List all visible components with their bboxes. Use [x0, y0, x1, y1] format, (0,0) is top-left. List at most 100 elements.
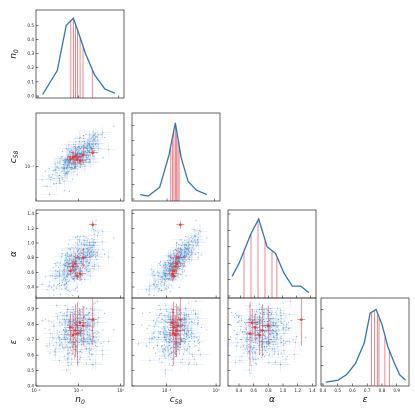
scatter-point	[181, 254, 183, 256]
scatter-point	[170, 323, 172, 325]
scatter-point	[166, 333, 168, 335]
scatter-point	[146, 327, 148, 329]
scatter-point	[176, 333, 178, 335]
scatter-point	[178, 261, 180, 263]
scatter-point	[155, 323, 157, 325]
scatter-point	[248, 352, 250, 354]
scatter-point	[196, 243, 198, 245]
highlight-point-3	[172, 332, 176, 335]
scatter-point	[229, 336, 232, 338]
scatter-point	[84, 329, 86, 331]
scatter-point	[170, 258, 172, 260]
scatter-point	[146, 289, 148, 291]
scatter-point	[162, 276, 164, 278]
scatter-point	[186, 334, 188, 336]
scatter-point	[86, 248, 89, 250]
scatter-point	[64, 320, 66, 322]
scatter-point	[65, 288, 67, 290]
density-curve-c58	[140, 122, 208, 197]
scatter-point	[176, 260, 178, 263]
scatter-point	[160, 321, 162, 324]
scatter-point	[179, 346, 182, 348]
scatter-point	[272, 323, 274, 326]
scatter-point	[66, 272, 68, 274]
scatter-point	[187, 248, 189, 250]
panel-c58-n0: 10⁻¹	[25, 112, 125, 202]
scatter-point	[190, 334, 192, 336]
scatter-point	[44, 318, 46, 320]
scatter-point	[71, 325, 73, 327]
scatter-point	[153, 336, 155, 338]
scatter-point	[69, 255, 71, 257]
scatter-point	[179, 264, 181, 266]
scatter-point	[73, 325, 75, 327]
scatter-point	[182, 340, 184, 342]
scatter-point	[77, 250, 79, 252]
scatter-point	[89, 308, 91, 310]
scatter-point	[280, 338, 282, 340]
highlight-point-2	[74, 329, 77, 332]
scatter-point	[255, 342, 257, 344]
scatter-point	[67, 171, 69, 173]
scatter-point	[168, 254, 170, 256]
scatter-point	[73, 313, 75, 315]
scatter-point	[93, 340, 95, 342]
scatter-point	[196, 322, 198, 324]
scatter-point	[84, 265, 86, 267]
scatter-point	[52, 173, 54, 176]
scatter-point	[188, 250, 190, 252]
scatter-point	[95, 362, 97, 364]
scatter-point	[73, 167, 76, 169]
scatter-point	[193, 229, 195, 231]
scatter-point	[53, 284, 55, 286]
scatter-point	[174, 306, 177, 308]
scatter-point	[185, 255, 187, 257]
scatter-point	[255, 358, 257, 360]
scatter-point	[170, 339, 172, 341]
scatter-point	[188, 253, 190, 255]
scatter-point	[52, 266, 54, 268]
scatter-point	[263, 308, 265, 310]
scatter-point	[74, 246, 76, 248]
scatter-point	[72, 313, 74, 315]
scatter-point	[83, 254, 85, 256]
density-curve-n0	[42, 17, 116, 95]
scatter-point	[66, 276, 69, 278]
scatter-point	[188, 243, 191, 245]
scatter-point	[94, 140, 96, 142]
scatter-point	[159, 276, 161, 278]
scatter-point	[184, 319, 186, 321]
scatter-point	[87, 139, 89, 141]
scatter-point	[165, 320, 167, 323]
highlight-point-0	[69, 269, 72, 273]
scatter-point	[69, 249, 71, 251]
scatter-point	[84, 164, 86, 166]
scatter-point	[163, 283, 165, 285]
scatter-point	[80, 328, 83, 330]
scatter-point	[169, 353, 171, 355]
scatter-point	[170, 264, 172, 266]
scatter-point	[58, 167, 60, 169]
scatter-point	[80, 153, 82, 155]
scatter-point	[266, 309, 269, 311]
scatter-point	[83, 236, 85, 238]
scatter-point	[178, 333, 180, 335]
scatter-point	[245, 327, 247, 329]
scatter-point	[80, 164, 83, 166]
scatter-point	[84, 165, 86, 167]
scatter-point	[159, 308, 162, 310]
scatter-point	[68, 273, 71, 275]
scatter-point	[95, 256, 97, 258]
scatter-point	[153, 282, 155, 285]
scatter-point	[60, 311, 62, 314]
scatter-point	[113, 125, 115, 127]
scatter-point	[157, 275, 160, 277]
scatter-point	[56, 330, 58, 332]
scatter-point	[76, 163, 78, 165]
scatter-point	[179, 255, 181, 257]
scatter-point	[93, 268, 95, 270]
scatter-point	[70, 162, 72, 164]
scatter-point	[175, 356, 177, 358]
scatter-point	[93, 333, 95, 335]
scatter-point	[88, 352, 90, 354]
